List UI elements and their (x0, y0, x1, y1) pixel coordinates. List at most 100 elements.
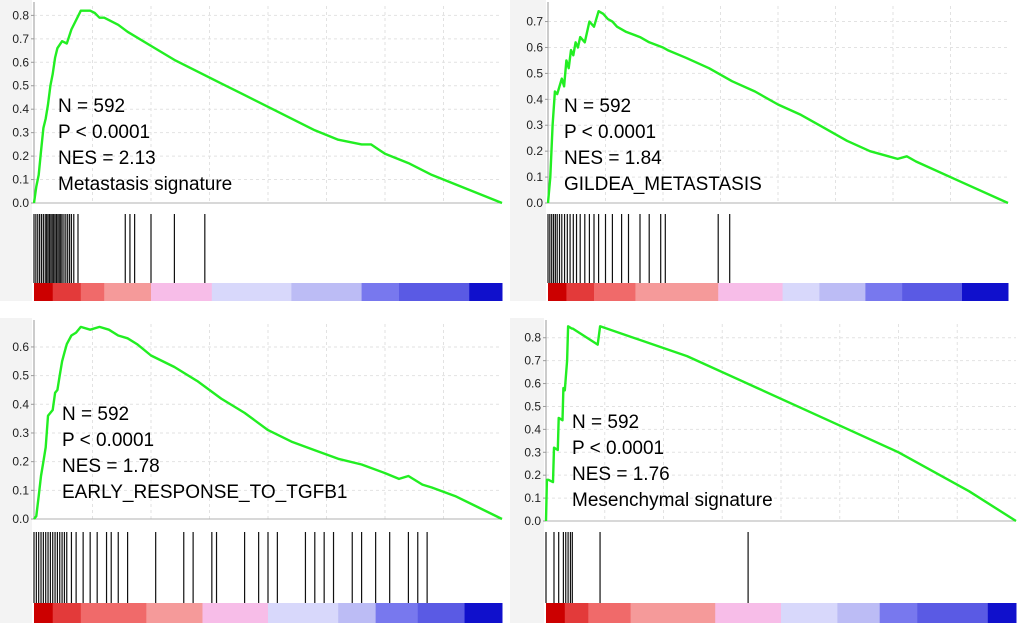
gene-set-name: Mesenchymal signature (572, 490, 773, 511)
rank-colorbar-segment (566, 283, 595, 301)
y-tick-label: 0.0 (526, 196, 543, 210)
enrichment-plot: 0.0 0.1 0.2 0.3 0.4 0.5 0.6 0.7 0.8 N = 592 P < 0.… (0, 0, 503, 301)
enrichment-score-line (32, 9, 503, 205)
y-tick-label: 0.2 (524, 468, 541, 482)
y-tick-label: 0.8 (12, 8, 29, 22)
y-tick-label: 0.4 (524, 422, 541, 436)
y-tick-label: 0.7 (526, 15, 543, 29)
y-tick-label: 0.5 (12, 79, 29, 93)
rank-colorbar-segment (588, 603, 632, 623)
rank-colorbar-segment (718, 283, 784, 301)
rank-colorbar-segment (781, 603, 838, 623)
rank-colorbar-segment (291, 283, 363, 301)
rank-colorbar-segment (52, 283, 82, 301)
rank-colorbar-segment (594, 283, 636, 301)
statistic-label: NES = 1.76 (572, 464, 670, 485)
rank-colorbar-segment (202, 603, 269, 623)
rank-colorbar-segment (546, 603, 566, 623)
y-tick-label: 0.6 (12, 340, 29, 354)
rank-colorbar-segment (879, 603, 918, 623)
enrichment-score-line (544, 325, 1017, 523)
hit-strip (548, 213, 1008, 283)
axis-background (0, 0, 32, 301)
rank-colorbar-segment (782, 283, 820, 301)
y-tick-label: 0.5 (526, 66, 543, 80)
rank-colorbar-segment (34, 603, 54, 623)
y-tick-label: 0.1 (12, 173, 29, 187)
statistic-label: P < 0.0001 (58, 122, 150, 143)
rank-colorbar-segment (865, 283, 903, 301)
axis-background (510, 318, 544, 623)
gsea-panel: 0.0 0.1 0.2 0.3 0.4 0.5 0.6 0.7 0.8 N = 592 P < 0.… (0, 0, 510, 306)
y-tick-label: 0.4 (12, 397, 29, 411)
y-tick-label: 0.4 (12, 102, 29, 116)
statistic-label: N = 592 (62, 404, 129, 425)
enrichment-score-line (546, 10, 1009, 205)
gsea-panel: 0.0 0.1 0.2 0.3 0.4 0.5 0.6 0.7 0.8 N = 592 P < 0.… (510, 318, 1020, 626)
enrichment-plot: 0.0 0.1 0.2 0.3 0.4 0.5 0.6 0.7 N = 592 P < 0.000… (510, 0, 1009, 301)
statistic-label: P < 0.0001 (564, 122, 656, 143)
rank-colorbar-segment (837, 603, 881, 623)
statistic-label: N = 592 (572, 412, 639, 433)
y-tick-label: 0.3 (526, 118, 543, 132)
y-tick-label: 0.5 (12, 369, 29, 383)
statistic-label: NES = 1.78 (62, 456, 160, 477)
axis-background (0, 318, 32, 623)
statistic-label: N = 592 (58, 96, 125, 117)
enrichment-plot: 0.0 0.1 0.2 0.3 0.4 0.5 0.6 N = 592 P < 0.0001 NE… (0, 318, 503, 623)
rank-colorbar-segment (211, 283, 292, 301)
rank-colorbar-segment (902, 283, 963, 301)
rank-colorbar-segment (417, 603, 466, 623)
y-tick-label: 0.6 (526, 40, 543, 54)
y-tick-label: 0.7 (524, 354, 541, 368)
y-tick-label: 0.2 (526, 144, 543, 158)
y-tick-label: 0.0 (12, 196, 29, 210)
gsea-panel: 0.0 0.1 0.2 0.3 0.4 0.5 0.6 0.7 N = 592 P < 0.000… (510, 0, 1020, 306)
rank-colorbar-segment (338, 603, 377, 623)
rank-colorbar-segment (917, 603, 989, 623)
rank-colorbar-segment (987, 603, 1017, 623)
gene-set-name: EARLY_RESPONSE_TO_TGFB1 (62, 482, 347, 503)
statistic-label: NES = 1.84 (564, 148, 662, 169)
rank-colorbar-segment (151, 283, 213, 301)
statistic-label: P < 0.0001 (62, 430, 154, 451)
y-tick-label: 0.1 (526, 170, 543, 184)
enrichment-score-line (33, 325, 503, 521)
y-tick-label: 0.1 (12, 483, 29, 497)
y-tick-label: 0.0 (524, 514, 541, 528)
rank-colorbar-segment (564, 603, 589, 623)
rank-colorbar-segment (52, 603, 82, 623)
rank-colorbar-segment (268, 603, 339, 623)
rank-colorbar-segment (819, 283, 866, 301)
y-tick-label: 0.2 (12, 149, 29, 163)
y-tick-label: 0.3 (12, 126, 29, 140)
y-tick-label: 0.0 (12, 512, 29, 526)
y-tick-label: 0.5 (524, 399, 541, 413)
rank-colorbar-segment (464, 603, 503, 623)
gsea-panel: 0.0 0.1 0.2 0.3 0.4 0.5 0.6 N = 592 P < 0.0001 NE… (0, 318, 510, 626)
rank-colorbar-segment (34, 283, 54, 301)
rank-colorbar-segment (375, 603, 419, 623)
y-tick-label: 0.3 (524, 445, 541, 459)
y-tick-label: 0.8 (524, 331, 541, 345)
rank-colorbar-segment (635, 283, 719, 301)
y-tick-label: 0.2 (12, 455, 29, 469)
hit-strip (34, 213, 502, 283)
y-tick-label: 0.4 (526, 92, 543, 106)
y-tick-label: 0.7 (12, 32, 29, 46)
rank-colorbar-segment (399, 283, 470, 301)
rank-colorbar-segment (715, 603, 782, 623)
rank-colorbar-segment (146, 603, 203, 623)
statistic-label: N = 592 (564, 96, 631, 117)
rank-colorbar-segment (80, 603, 147, 623)
y-tick-label: 0.6 (12, 55, 29, 69)
gene-set-name: Metastasis signature (58, 174, 232, 195)
gene-set-name: GILDEA_METASTASIS (564, 174, 762, 195)
axis-background (510, 0, 546, 301)
y-tick-label: 0.6 (524, 377, 541, 391)
rank-colorbar-segment (361, 283, 400, 301)
statistic-label: P < 0.0001 (572, 438, 664, 459)
rank-colorbar-segment (80, 283, 105, 301)
rank-colorbar-segment (469, 283, 503, 301)
